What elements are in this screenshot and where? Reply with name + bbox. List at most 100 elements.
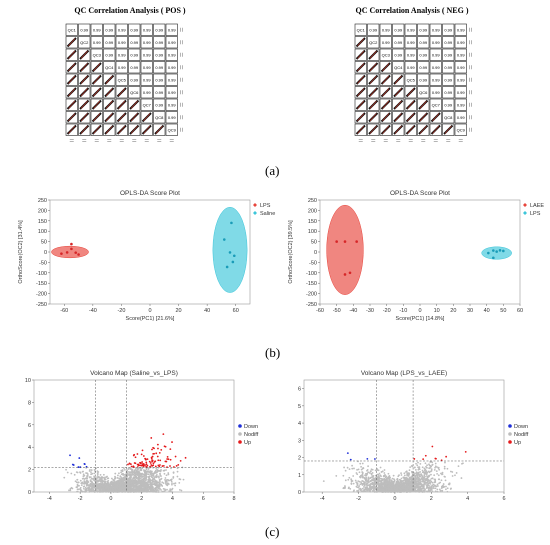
- score-point: [230, 221, 233, 225]
- volcano-point: [396, 479, 399, 482]
- volcano-point: [111, 477, 113, 480]
- volcano-point: [111, 482, 114, 484]
- volcano-point: [162, 433, 165, 435]
- qc-upper-cell: [90, 36, 103, 49]
- qc-corr-value: 0.99: [130, 40, 139, 45]
- score-point: [70, 242, 73, 246]
- volcano-point: [132, 454, 135, 457]
- volcano-point: [120, 489, 123, 491]
- volcano-point: [169, 448, 172, 451]
- volcano-point: [142, 463, 145, 466]
- volcano-point: [121, 470, 124, 473]
- qc-fit-line: [369, 125, 377, 134]
- qc-corr-value: 0.99: [457, 40, 466, 45]
- x-tick-label: 30: [467, 308, 473, 314]
- qc-fit-line: [407, 113, 415, 122]
- volcano-point: [145, 463, 148, 466]
- qc-fit-line: [68, 125, 76, 134]
- qc-fit-line: [419, 100, 427, 109]
- volcano-point: [414, 469, 417, 471]
- volcano-point: [157, 459, 160, 462]
- volcano-point: [418, 474, 421, 477]
- volcano-point: [145, 468, 148, 471]
- volcano-point: [155, 474, 158, 477]
- volcano-point: [385, 478, 388, 480]
- volcano-point: [366, 480, 369, 483]
- score-point: [232, 254, 236, 258]
- volcano-point: [357, 489, 360, 492]
- qc-corr-value: 0.99: [407, 40, 416, 45]
- volcano-point: [388, 476, 391, 479]
- volcano-point: [114, 486, 117, 489]
- x-tick-label: 0: [148, 308, 151, 314]
- legend-label: LPS: [530, 211, 541, 217]
- qc-diag-label: QC3: [93, 52, 102, 57]
- volcano-point: [145, 470, 148, 473]
- volcano-point: [437, 485, 439, 487]
- volcano-point: [408, 483, 411, 486]
- volcano-point: [149, 489, 152, 492]
- volcano-point: [154, 480, 157, 483]
- qc-diag-label: QC7: [432, 102, 441, 107]
- qc-corr-value: 0.99: [457, 90, 466, 95]
- volcano-point: [398, 483, 401, 486]
- volcano-point: [156, 469, 159, 472]
- volcano-point: [74, 480, 77, 483]
- volcano-point: [421, 491, 424, 493]
- volcano-point: [160, 448, 163, 451]
- y-tick-label: 6: [28, 423, 31, 429]
- qc-fit-line: [382, 75, 390, 84]
- qc-upper-cell: [379, 36, 392, 49]
- volcano-point: [436, 472, 439, 475]
- volcano-point: [135, 471, 137, 474]
- volcano-plot-2: Volcano Map (LPS_vs_LAEE)-4 -2 0 2 4 60123456…: [298, 370, 529, 502]
- volcano-point: [146, 464, 149, 467]
- volcano-point: [156, 485, 159, 488]
- volcano-point: [113, 481, 116, 484]
- volcano-point: [451, 475, 454, 477]
- volcano-point: [79, 487, 82, 490]
- volcano-point: [153, 476, 156, 479]
- legend-label: Nodiff: [514, 432, 529, 438]
- volcano-point: [365, 474, 368, 477]
- volcano-point: [154, 471, 157, 473]
- volcano-point: [399, 480, 402, 483]
- volcano-point: [418, 468, 421, 471]
- volcano-point: [445, 455, 448, 458]
- qc-diag-cell: [140, 98, 153, 111]
- volcano-point: [145, 478, 147, 480]
- volcano-point: [138, 470, 140, 473]
- qc-corr-value: 0.99: [457, 27, 466, 32]
- qc-diag-label: QC3: [382, 52, 391, 57]
- volcano-point: [173, 482, 175, 485]
- volcano-point: [166, 458, 169, 460]
- volcano-point: [159, 469, 162, 472]
- volcano-point: [362, 467, 365, 469]
- volcano-point: [137, 478, 140, 481]
- volcano-point: [77, 466, 80, 469]
- volcano-point: [119, 486, 122, 489]
- volcano-point: [344, 479, 347, 482]
- qc-upper-cell: [165, 61, 178, 74]
- volcano-point: [342, 474, 345, 477]
- qc-fit-line: [357, 63, 365, 72]
- volcano-point: [430, 480, 433, 483]
- qc-fit-line: [382, 113, 390, 122]
- x-tick-label: 0: [418, 308, 421, 314]
- volcano-point: [83, 463, 86, 466]
- volcano-point: [104, 480, 107, 483]
- volcano-point: [387, 480, 390, 483]
- volcano-point: [434, 490, 437, 493]
- volcano-point: [151, 476, 154, 479]
- volcano-point: [426, 466, 428, 469]
- qc-upper-cell: [115, 36, 128, 49]
- volcano-point: [409, 466, 412, 468]
- qc-upper-cell: [128, 73, 141, 86]
- qc-corr-value: 0.99: [419, 77, 428, 82]
- volcano-point: [379, 482, 382, 485]
- volcano-point: [414, 485, 417, 488]
- volcano-point: [140, 453, 143, 456]
- qc-fit-line: [155, 125, 163, 134]
- volcano-point: [412, 490, 415, 492]
- qc-diag-cell: [442, 111, 455, 124]
